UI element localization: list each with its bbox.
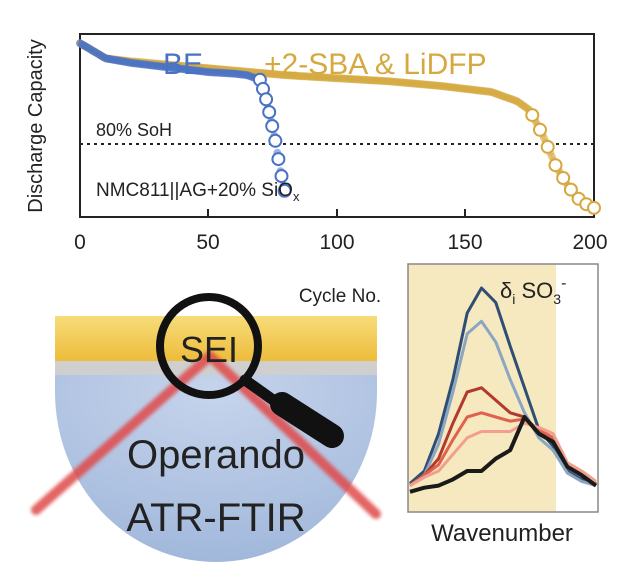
spectrum-series-line xyxy=(409,319,597,488)
data-point-marker xyxy=(259,92,274,107)
ir-beam xyxy=(31,351,381,519)
capacity-chart: Discharge Capacity 0 50 100 150 200 80% … xyxy=(25,33,608,307)
delta-symbol: δ xyxy=(500,278,512,303)
data-point-marker xyxy=(274,169,289,184)
data-point-marker xyxy=(262,105,277,120)
x-tick-label: 50 xyxy=(196,231,219,254)
atr-ftir-diagram: SEI Operando ATR-FTIR xyxy=(31,293,381,562)
data-point-marker xyxy=(556,171,571,185)
data-point-marker xyxy=(277,183,292,198)
operando-label: Operando xyxy=(127,433,305,477)
series-baseline xyxy=(76,39,292,198)
data-point-marker xyxy=(271,152,286,167)
x-tick-label: 200 xyxy=(572,231,607,254)
data-point-marker xyxy=(265,119,280,134)
data-point-marker xyxy=(587,200,601,215)
x-tick-labels: 0 50 100 150 200 xyxy=(74,231,607,254)
cell-chemistry-label: NMC811||AG+20% SiOx xyxy=(96,180,300,204)
x-tick-label: 0 xyxy=(74,231,86,254)
x-axis-label: Cycle No. xyxy=(299,286,381,307)
magnifier-icon xyxy=(156,293,344,448)
data-point-marker xyxy=(268,133,283,148)
data-point-marker xyxy=(533,122,547,137)
so3-superscript: - xyxy=(561,275,566,292)
data-point-marker xyxy=(548,158,563,173)
sei-label: SEI xyxy=(180,329,238,370)
y-axis-label: Discharge Capacity xyxy=(25,39,47,212)
data-point-marker xyxy=(540,139,555,154)
x-tick-label: 100 xyxy=(319,231,354,254)
atr-ftir-label: ATR-FTIR xyxy=(126,496,305,540)
legend-baseline-label: BE xyxy=(163,48,203,81)
soh-label: 80% SoH xyxy=(96,120,172,140)
ftir-spectrum-panel: δi SO3- Wavenumber xyxy=(407,263,599,547)
sei-layer-band xyxy=(55,316,377,361)
cell-chemistry-main: NMC811||AG+20% SiO xyxy=(96,180,293,201)
delta-subscript: i xyxy=(512,291,515,307)
wavenumber-label: Wavenumber xyxy=(431,520,573,547)
data-point-marker xyxy=(525,108,540,123)
legend-additive-label: +2-SBA & LiDFP xyxy=(264,48,487,81)
cell-chemistry-subscript: x xyxy=(293,189,300,204)
spectrum-series-line xyxy=(409,421,597,487)
data-point-marker xyxy=(563,182,578,197)
so3-subscript: 3 xyxy=(553,291,561,307)
x-tick-label: 150 xyxy=(447,231,482,254)
spectrum-frame xyxy=(407,263,599,513)
x-tick-marks xyxy=(207,209,466,217)
spectrum-series-line xyxy=(409,415,598,494)
so-text: SO xyxy=(515,278,553,303)
spectrum-peak-label: δi SO3- xyxy=(500,275,566,307)
spectrum-lines xyxy=(409,286,598,494)
